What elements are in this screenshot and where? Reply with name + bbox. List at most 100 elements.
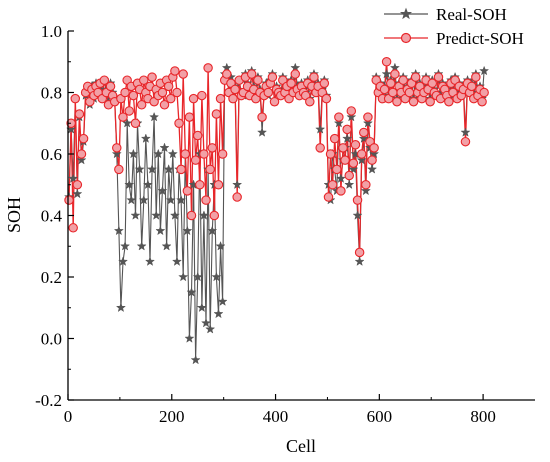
predict-soh-point bbox=[215, 93, 226, 104]
predict-soh-point bbox=[354, 247, 365, 258]
real-soh-point bbox=[159, 142, 170, 153]
predict-soh-point bbox=[348, 158, 359, 168]
predict-soh-point bbox=[286, 78, 296, 89]
predict-soh-point bbox=[118, 112, 128, 122]
real-soh-point bbox=[215, 240, 226, 251]
predict-soh-point bbox=[398, 75, 408, 85]
real-soh-point bbox=[161, 240, 172, 251]
y-ticks: -0.2 0.0 0.2 0.4 0.6 0.8 1.0 bbox=[35, 22, 74, 410]
real-soh-point bbox=[178, 271, 189, 282]
predict-soh-point bbox=[471, 72, 481, 82]
predict-soh-point bbox=[361, 180, 371, 190]
predict-soh-point bbox=[180, 149, 191, 159]
predict-soh-point bbox=[267, 72, 278, 82]
legend-item-predict: Predict-SOH bbox=[384, 29, 524, 48]
real-soh-point bbox=[167, 148, 178, 159]
predict-soh-point bbox=[222, 69, 232, 79]
predict-soh-point bbox=[346, 106, 357, 116]
predict-soh-point bbox=[427, 78, 438, 89]
predict-soh-point bbox=[209, 210, 220, 221]
predict-soh-point bbox=[433, 72, 444, 82]
real-soh-point bbox=[352, 210, 363, 220]
real-soh-point bbox=[205, 323, 216, 334]
predict-soh-point bbox=[207, 143, 218, 153]
legend-real-star-icon bbox=[399, 7, 413, 20]
predict-soh-point bbox=[408, 96, 419, 107]
real-soh-point bbox=[200, 317, 212, 328]
predict-soh-point bbox=[466, 81, 477, 92]
predict-soh-point bbox=[217, 149, 228, 159]
real-soh-point bbox=[111, 148, 122, 159]
predict-soh-point bbox=[390, 69, 400, 79]
real-soh-point bbox=[120, 240, 131, 251]
y-tick-label: 0.0 bbox=[41, 330, 62, 349]
predict-soh-point bbox=[120, 87, 130, 98]
predict-soh-point bbox=[184, 112, 195, 122]
predict-soh-point bbox=[340, 155, 350, 165]
predict-soh-point bbox=[444, 96, 454, 107]
real-soh-point bbox=[196, 302, 207, 313]
predict-soh-point bbox=[72, 180, 83, 190]
predict-soh-point bbox=[253, 75, 263, 85]
predict-soh-point bbox=[165, 93, 176, 104]
real-soh-point bbox=[72, 188, 83, 199]
real-soh-point bbox=[362, 117, 373, 128]
legend-item-real: Real-SOH bbox=[384, 5, 507, 24]
real-soh-point bbox=[358, 133, 369, 143]
predict-soh-point bbox=[228, 93, 238, 104]
predict-soh-point bbox=[128, 90, 139, 101]
real-soh-point bbox=[171, 256, 183, 266]
predict-soh-point bbox=[170, 66, 180, 76]
predict-soh-point bbox=[197, 90, 207, 101]
plot-area bbox=[63, 56, 490, 365]
legend-predict-label: Predict-SOH bbox=[436, 29, 524, 48]
predict-soh-point bbox=[64, 195, 74, 205]
real-soh-point bbox=[153, 148, 164, 159]
y-tick-label: -0.2 bbox=[35, 391, 62, 410]
predict-soh-point bbox=[139, 75, 149, 85]
predict-soh-point bbox=[305, 96, 315, 107]
real-soh-point bbox=[134, 164, 145, 174]
predict-soh-point bbox=[195, 180, 205, 190]
predict-soh-point bbox=[112, 143, 122, 153]
predict-soh-point bbox=[130, 118, 141, 129]
real-soh-point bbox=[335, 173, 347, 183]
real-soh-point bbox=[76, 154, 87, 165]
predict-soh-point bbox=[232, 192, 242, 202]
real-soh-point bbox=[126, 194, 137, 205]
legend: Real-SOH Predict-SOH bbox=[384, 5, 524, 48]
predict-soh-point bbox=[147, 72, 157, 82]
real-soh-point bbox=[169, 210, 180, 220]
real-soh-point bbox=[360, 185, 371, 196]
real-soh-point bbox=[136, 240, 147, 251]
predict-soh-point bbox=[263, 87, 274, 98]
x-tick-label: 600 bbox=[367, 407, 393, 426]
predict-soh-point bbox=[188, 93, 199, 104]
real-soh-point bbox=[211, 271, 222, 282]
y-axis-title: SOH bbox=[4, 197, 24, 233]
real-soh-point bbox=[146, 164, 158, 174]
predict-soh-point bbox=[381, 56, 392, 67]
real-soh-point bbox=[140, 133, 151, 143]
x-tick-label: 800 bbox=[470, 407, 496, 426]
predict-soh-point bbox=[190, 155, 201, 165]
real-soh-point bbox=[217, 296, 228, 306]
predict-soh-point bbox=[309, 72, 319, 82]
real-soh-point bbox=[68, 173, 79, 183]
real-soh-point bbox=[315, 124, 326, 134]
predict-soh-point bbox=[350, 140, 361, 150]
predict-soh-point bbox=[66, 118, 76, 129]
real-soh-point bbox=[346, 111, 357, 122]
predict-soh-point bbox=[186, 210, 197, 221]
real-soh-point bbox=[344, 179, 355, 190]
real-soh-point bbox=[186, 287, 197, 297]
predict-soh-point bbox=[70, 93, 81, 104]
predict-soh-point bbox=[178, 69, 188, 79]
predict-soh-point bbox=[363, 112, 373, 122]
predict-soh-point bbox=[392, 96, 402, 107]
real-soh-point bbox=[207, 225, 218, 236]
predict-soh-point bbox=[192, 130, 203, 141]
predict-soh-point bbox=[68, 223, 78, 233]
real-soh-point bbox=[356, 154, 367, 165]
